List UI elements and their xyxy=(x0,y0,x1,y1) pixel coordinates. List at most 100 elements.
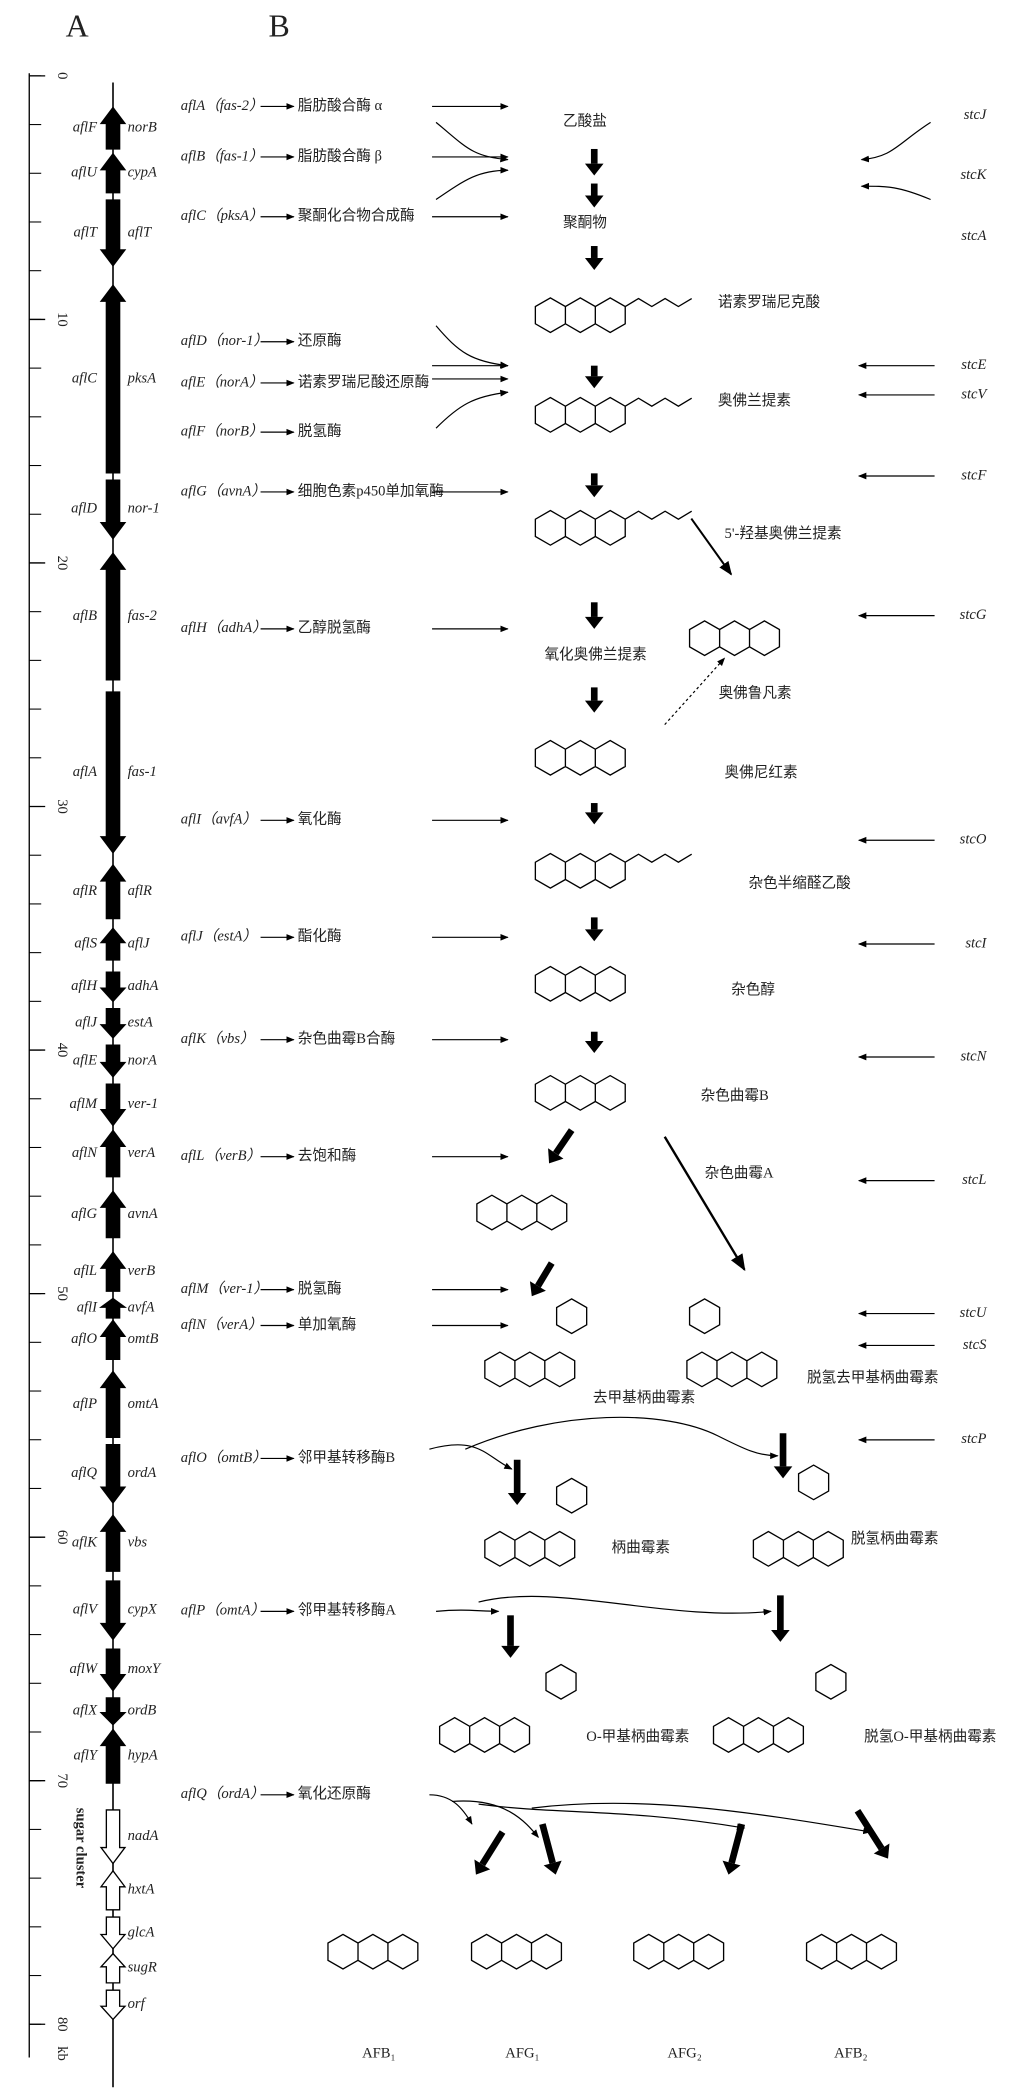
gene-name: aflE xyxy=(73,1052,97,1068)
gene-alias: aflT xyxy=(128,224,152,240)
enzyme-name: 诺素罗瑞尼酸还原酶 xyxy=(298,373,429,390)
compound-name: 乙酸盐 xyxy=(563,113,607,130)
structure xyxy=(805,1933,898,1970)
enzyme-name: 脱氢酶 xyxy=(298,1280,342,1297)
enzyme-name: 杂色曲霉B合酶 xyxy=(298,1030,395,1047)
enzyme-name: 邻甲基转移酶B xyxy=(298,1449,396,1466)
gene-arrow xyxy=(99,1580,127,1641)
compound-name: 柄曲霉素 xyxy=(612,1539,670,1556)
gene-alias: verB xyxy=(128,1263,156,1279)
structure xyxy=(712,1716,805,1754)
product-name: AFG₂ xyxy=(667,2045,701,2061)
compound-name: 杂色半缩醛乙酸 xyxy=(748,875,851,892)
tick-label: 30 xyxy=(54,799,70,814)
reaction-arrow-head xyxy=(507,1493,527,1505)
gene-arrow xyxy=(99,1251,127,1292)
reaction-arrow-head xyxy=(771,1629,790,1642)
compound-name: 诺素罗瑞尼克酸 xyxy=(718,294,821,311)
gene-name: aflB xyxy=(73,608,97,624)
gene-alias: ordB xyxy=(128,1703,157,1719)
reaction-arrow-head xyxy=(584,929,604,942)
gene-arrow xyxy=(99,552,127,681)
structure xyxy=(686,1351,778,1388)
reaction-arrow-head xyxy=(584,1041,604,1053)
tick-label: 70 xyxy=(54,1773,70,1788)
gene-alias: moxY xyxy=(128,1661,162,1677)
reaction-arrow-head xyxy=(773,1466,793,1479)
structure xyxy=(438,1716,531,1754)
gene-alias: fas-2 xyxy=(128,608,157,624)
reaction-arrow-head xyxy=(584,812,604,825)
gene-arrow xyxy=(99,927,127,961)
gene-label: aflF（norB） xyxy=(181,422,264,439)
tick-label: 10 xyxy=(54,312,70,327)
gene-arrow xyxy=(99,284,127,474)
panel-label: B xyxy=(269,9,290,44)
gene-name: aflF xyxy=(73,120,98,136)
gene-alias: pksA xyxy=(127,370,156,386)
gene-arrow xyxy=(99,1809,127,1865)
stc-gene: stcP xyxy=(961,1431,986,1447)
structure xyxy=(545,1663,577,1700)
structure xyxy=(555,1298,588,1335)
reaction-arrow-head xyxy=(873,1843,890,1859)
gene-arrow xyxy=(99,1129,127,1178)
gene-name: aflS xyxy=(74,935,97,951)
tick-label: 60 xyxy=(54,1530,70,1545)
gene-arrow xyxy=(99,1648,127,1692)
stc-gene: stcL xyxy=(962,1172,986,1188)
enzyme-name: 细胞色素p450单加氧酶 xyxy=(298,482,444,499)
compound-name: 氧化奥佛兰提素 xyxy=(544,646,646,663)
structure xyxy=(470,1933,563,1970)
gene-alias: omtB xyxy=(128,1331,159,1347)
reaction-arrow-head xyxy=(584,195,604,208)
gene-name: aflN xyxy=(72,1145,98,1161)
compound-name: 奥佛鲁凡素 xyxy=(719,684,792,701)
reaction-arrow xyxy=(728,1823,746,1864)
gene-name: aflH xyxy=(71,978,98,994)
tick-label: 40 xyxy=(54,1043,70,1058)
structure xyxy=(534,509,693,546)
enzyme-name: 脂肪酸合酶 α xyxy=(298,97,383,114)
structure xyxy=(688,1298,721,1335)
gene-label: aflG（avnA） xyxy=(181,482,266,499)
enzyme-name: 去饱和酶 xyxy=(298,1147,356,1164)
gene-alias: sugR xyxy=(128,1960,157,1976)
gene-alias: nor-1 xyxy=(128,501,160,517)
gene-name: aflU xyxy=(71,165,98,181)
structure xyxy=(476,1194,568,1231)
structure xyxy=(327,1933,419,1970)
compound-name: 去甲基柄曲霉素 xyxy=(593,1389,695,1406)
gene-label: aflD（nor-1） xyxy=(181,332,268,349)
enzyme-name: 酯化酶 xyxy=(298,928,342,945)
tick-label: 80 xyxy=(54,2017,70,2032)
gene-name: aflT xyxy=(73,224,97,240)
gene-arrow xyxy=(99,479,127,540)
enzyme-name: 脂肪酸合酶 β xyxy=(298,147,382,164)
reaction-arrow xyxy=(539,1823,556,1864)
stc-gene: stcK xyxy=(960,167,987,183)
gene-name: aflA xyxy=(73,764,97,780)
reaction-arrow-head xyxy=(529,1281,546,1297)
compound-name: 杂色曲霉A xyxy=(705,1164,774,1181)
gene-name: aflM xyxy=(69,1096,97,1112)
gene-name: aflC xyxy=(72,370,97,386)
gene-name: aflI xyxy=(77,1300,98,1316)
reaction-arrow-head xyxy=(584,700,604,713)
gene-arrow xyxy=(99,1514,127,1572)
gene-name: aflO xyxy=(71,1331,97,1347)
reaction-arrow-head xyxy=(584,257,604,270)
structure xyxy=(534,739,626,776)
gene-name: aflG xyxy=(71,1206,97,1222)
gene-name: aflL xyxy=(73,1263,97,1279)
gene-alias: verA xyxy=(128,1145,156,1161)
gene-alias: norA xyxy=(128,1052,157,1068)
gene-name: aflD xyxy=(71,501,97,517)
gene-name: aflQ xyxy=(71,1465,97,1481)
gene-label: aflA（fas-2） xyxy=(181,97,264,114)
reaction-arrow-head xyxy=(474,1859,491,1875)
compound-name: 脱氢柄曲霉素 xyxy=(851,1530,939,1547)
reaction-arrow xyxy=(553,1128,575,1156)
gene-label: aflJ（estA） xyxy=(181,928,257,945)
